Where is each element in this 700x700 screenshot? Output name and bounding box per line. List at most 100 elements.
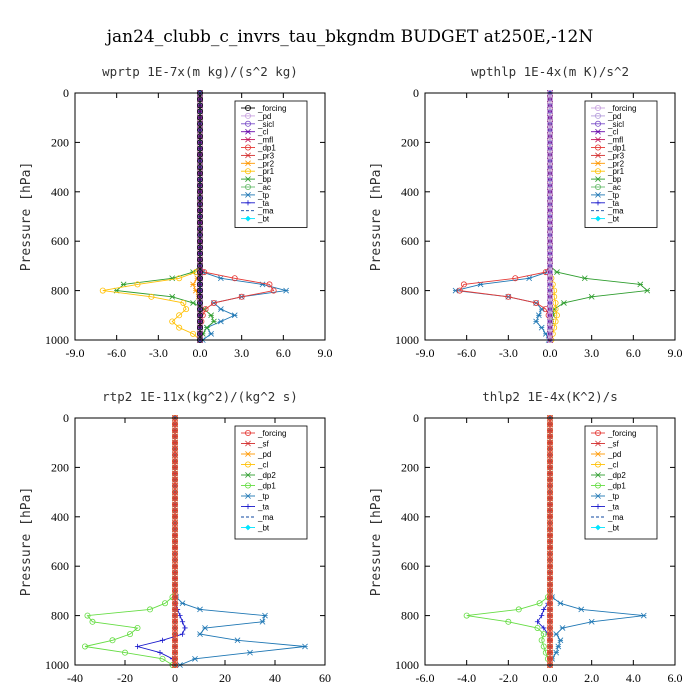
legend-entry: _cl [241,461,268,470]
figure-title: jan24_clubb_c_invrs_tau_bkgndm BUDGET at… [105,27,594,47]
legend-entry: _pd [241,112,271,121]
plot-frame [424,417,676,666]
data-point [547,526,554,533]
data-point [270,287,277,294]
data-point [196,250,203,257]
legend-entry: _ta [241,503,270,512]
legend-marker [595,105,602,112]
legend-entry: _pr1 [591,167,625,176]
y-tick-label: 800 [401,284,419,298]
legend-entry: _ta [591,503,620,512]
data-point [547,281,554,288]
x-tick-label: 0.0 [543,671,558,685]
legend-marker [245,152,251,159]
data-point [202,625,208,631]
data-point [547,194,554,201]
data-point [171,557,178,564]
data-point [171,433,178,440]
data-point [179,631,186,637]
data-point [231,275,238,282]
series-line [458,93,551,340]
data-point [536,600,543,607]
data-point [197,606,203,613]
legend-marker [595,482,602,489]
data-point [196,256,203,263]
data-point [547,631,554,638]
data-point [171,538,178,545]
data-point [196,182,203,189]
data-point [547,219,554,226]
y-tick-label: 400 [401,510,419,524]
legend-entry: _forcing [591,429,636,438]
data-point [196,164,203,171]
data-point [177,613,183,619]
data-point [541,606,547,613]
data-point [547,164,554,171]
data-point [547,594,554,601]
data-point [547,238,554,245]
data-point [547,176,554,183]
x-tick-label: 3.0 [234,346,249,360]
legend-marker [244,168,251,175]
legend-entry: _pd [591,112,621,121]
data-point [176,312,183,319]
y-tick-label: 800 [51,284,69,298]
legend-entry: _dp2 [241,471,276,480]
data-point [146,606,153,613]
legend-label: _pr3 [607,151,625,160]
legend: _forcing _sf_pd _cl_dp2 _dp1_tp _ta_ma _bt [234,425,308,540]
data-point [505,293,512,300]
data-point [183,306,190,313]
legend-marker [595,200,601,206]
legend-entry: _ta [241,199,270,208]
data-point [547,127,554,134]
y-tick-label: 1000 [45,658,69,672]
legend-marker [245,192,251,198]
data-point [217,306,224,313]
legend-entry: _ta [591,199,620,208]
data-point [547,458,554,465]
legend-label: _ac [257,183,271,192]
x-tick-label: 4.0 [626,671,641,685]
data-point [196,318,203,325]
data-point [547,256,554,263]
data-point [547,581,554,588]
legend-marker [595,176,601,182]
data-point [196,201,203,208]
data-point [89,618,96,625]
data-point [547,649,554,656]
data-point [547,188,554,195]
data-point [171,550,178,557]
data-point [283,287,289,294]
chart-panel-4: thlp2 1E-4x(K^2)/s Pressure [hPa] -6.0 -4.0… [369,389,683,685]
legend-entry: _pr1 [241,167,275,176]
data-point [171,649,178,656]
legend-entry: _pr2 [591,159,625,168]
data-point [211,318,217,325]
legend-label: _pr2 [257,159,275,168]
legend-marker [595,503,601,510]
data-point [553,631,560,638]
legend-entry: _dp1 [241,482,276,491]
data-point [547,157,554,164]
data-point [196,219,203,226]
data-point [109,637,116,644]
data-point [534,619,541,625]
legend-marker [595,152,601,159]
legend-label: _dp2 [607,471,626,480]
data-point [171,594,178,601]
data-point [179,600,186,607]
x-tick-label: -2.0 [499,671,518,685]
data-point [637,281,644,288]
data-point [171,544,178,551]
data-point [547,532,554,539]
legend-label: _sf [257,440,269,449]
legend-entry: _tp [241,191,270,200]
legend-marker [595,144,602,151]
legend-marker [245,215,251,222]
legend-marker [245,128,251,135]
legend-entry: _pd [591,450,621,459]
data-point [238,293,245,300]
series-pr1 [99,90,203,343]
x-tick-label: -9.0 [416,346,435,360]
